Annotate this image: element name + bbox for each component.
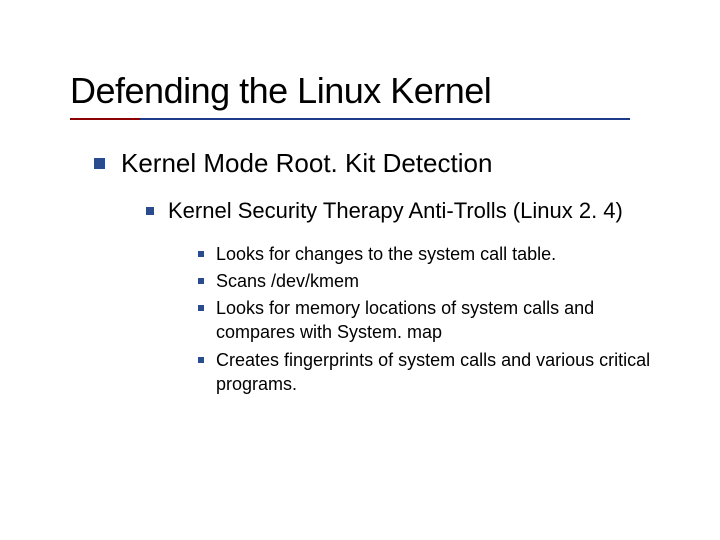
- lvl3-text: Scans /dev/kmem: [216, 269, 359, 293]
- lvl3-text: Creates fingerprints of system calls and…: [216, 348, 658, 397]
- title-rule: [70, 118, 630, 120]
- bullet-level-1: Kernel Mode Root. Kit Detection: [94, 148, 720, 179]
- list-item: Looks for memory locations of system cal…: [198, 296, 658, 345]
- square-bullet-icon: [198, 251, 204, 257]
- list-item: Creates fingerprints of system calls and…: [198, 348, 658, 397]
- title-block: Defending the Linux Kernel: [0, 0, 720, 112]
- bullet-level-3-group: Looks for changes to the system call tab…: [198, 242, 658, 397]
- square-bullet-icon: [146, 207, 154, 215]
- square-bullet-icon: [198, 357, 204, 363]
- list-item: Looks for changes to the system call tab…: [198, 242, 658, 266]
- lvl1-text: Kernel Mode Root. Kit Detection: [121, 148, 492, 179]
- square-bullet-icon: [198, 305, 204, 311]
- bullet-level-2: Kernel Security Therapy Anti-Trolls (Lin…: [146, 197, 666, 226]
- lvl2-text: Kernel Security Therapy Anti-Trolls (Lin…: [168, 197, 623, 226]
- square-bullet-icon: [94, 158, 105, 169]
- lvl3-text: Looks for changes to the system call tab…: [216, 242, 556, 266]
- list-item: Scans /dev/kmem: [198, 269, 658, 293]
- square-bullet-icon: [198, 278, 204, 284]
- lvl3-text: Looks for memory locations of system cal…: [216, 296, 658, 345]
- slide-title: Defending the Linux Kernel: [70, 70, 720, 112]
